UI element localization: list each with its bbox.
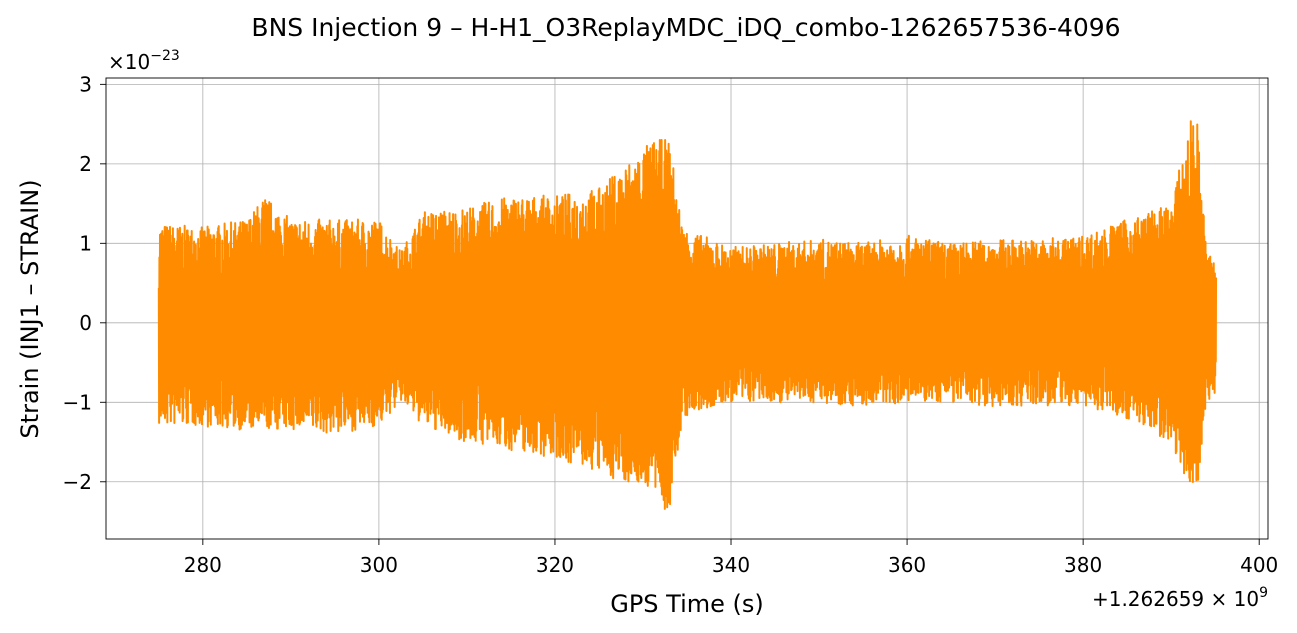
y-tick-label: 2 — [79, 152, 92, 176]
y-tick-label: −2 — [63, 470, 92, 494]
x-tick-label: 320 — [536, 553, 574, 577]
y-tick-label: −1 — [63, 390, 92, 414]
x-tick-label: 340 — [712, 553, 750, 577]
y-tick-label: 0 — [79, 311, 92, 335]
y-tick-label: 3 — [79, 72, 92, 96]
x-tick-label: 380 — [1064, 553, 1102, 577]
chart-title: BNS Injection 9 – H-H1_O3ReplayMDC_iDQ_c… — [251, 13, 1120, 42]
y-scale-label: ×10−23 — [108, 48, 180, 74]
x-tick-label: 400 — [1240, 553, 1278, 577]
x-tick-label: 360 — [888, 553, 926, 577]
y-tick-label: 1 — [79, 231, 92, 255]
x-tick-label: 300 — [360, 553, 398, 577]
x-offset-exponent: 9 — [1259, 585, 1268, 601]
y-axis-label: Strain (INJ1 – STRAIN) — [16, 179, 44, 438]
x-axis-label: GPS Time (s) — [610, 590, 764, 618]
y-scale-exponent: −23 — [150, 48, 180, 64]
y-scale-base: ×10 — [108, 50, 150, 74]
x-tick-label: 280 — [184, 553, 222, 577]
x-offset-base: +1.262659 × 10 — [1092, 587, 1259, 611]
x-offset-label: +1.262659 × 109 — [1092, 585, 1268, 611]
strain-series-line — [157, 120, 1218, 510]
ticks: 280 300 320 340 360 380 400 −2 −1 0 1 2 3 — [63, 72, 1279, 577]
axes-frame — [105, 77, 1269, 540]
plot-area — [157, 120, 1218, 510]
